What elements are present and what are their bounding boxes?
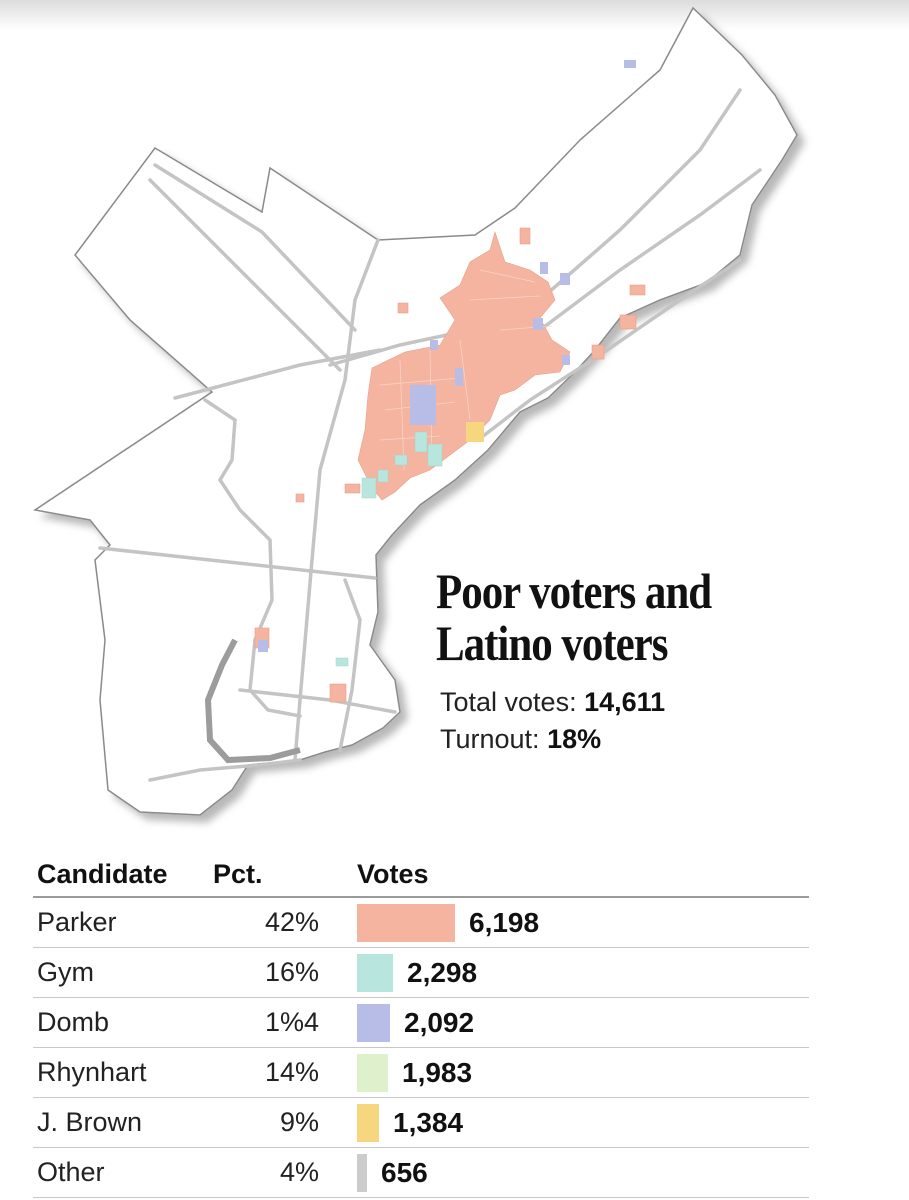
vote-bar [357,953,393,992]
candidate-pct: 42% [213,897,319,948]
gym-precincts [335,431,443,667]
vote-bar [357,1103,379,1142]
table-row: Other 4% 656 [33,1147,809,1198]
candidate-name: Rhynhart [33,1047,213,1098]
candidate-pct: 16% [213,947,319,998]
candidate-name: Other [33,1147,213,1198]
table-row: J. Brown 9% 1,384 [33,1097,809,1148]
vote-count: 1,983 [402,1056,473,1088]
vote-bar [357,1153,367,1192]
total-votes-label: Total votes: [440,687,577,717]
table-row: Rhynhart 14% 1,983 [33,1047,809,1098]
map-title: Poor voters and Latino voters [436,563,712,671]
river [204,638,301,764]
vote-count: 656 [381,1156,428,1188]
header-pct: Pct. [213,852,319,898]
vote-count: 6,198 [469,906,540,938]
vote-bar [357,1053,388,1092]
top-shadow [0,0,909,30]
candidate-name: Domb [33,997,213,1048]
vote-count: 2,092 [404,1006,475,1038]
candidate-name: J. Brown [33,1097,213,1148]
table-row: Parker 42% 6,198 [33,897,809,948]
vote-count: 2,298 [407,956,478,988]
vote-bar [357,903,455,942]
vote-bar [357,1003,390,1042]
table-row: Gym 16% 2,298 [33,947,809,998]
turnout: Turnout: 18% [440,724,601,755]
vote-count: 1,384 [393,1106,464,1138]
domb-precincts [258,60,636,652]
brown-precincts [466,422,484,442]
philadelphia-map [33,6,798,816]
candidate-pct: 4% [213,1147,319,1198]
table-row: Domb 1%4 2,092 [33,997,809,1048]
total-votes: Total votes: 14,611 [440,687,665,718]
header-candidate: Candidate [33,852,213,898]
candidate-pct: 9% [213,1097,319,1148]
candidate-pct: 14% [213,1047,319,1098]
candidate-pct: 1%4 [213,997,319,1048]
table-header-row: Candidate Pct. Votes [33,852,809,898]
total-votes-value: 14,611 [584,687,666,717]
turnout-value: 18% [547,724,602,754]
results-table: Candidate Pct. Votes Parker 42% 6,198 Gy… [33,852,809,1198]
parker-precincts [254,227,646,703]
candidate-name: Gym [33,947,213,998]
turnout-label: Turnout: [440,724,540,754]
header-votes: Votes [319,852,809,898]
candidate-name: Parker [33,897,213,948]
